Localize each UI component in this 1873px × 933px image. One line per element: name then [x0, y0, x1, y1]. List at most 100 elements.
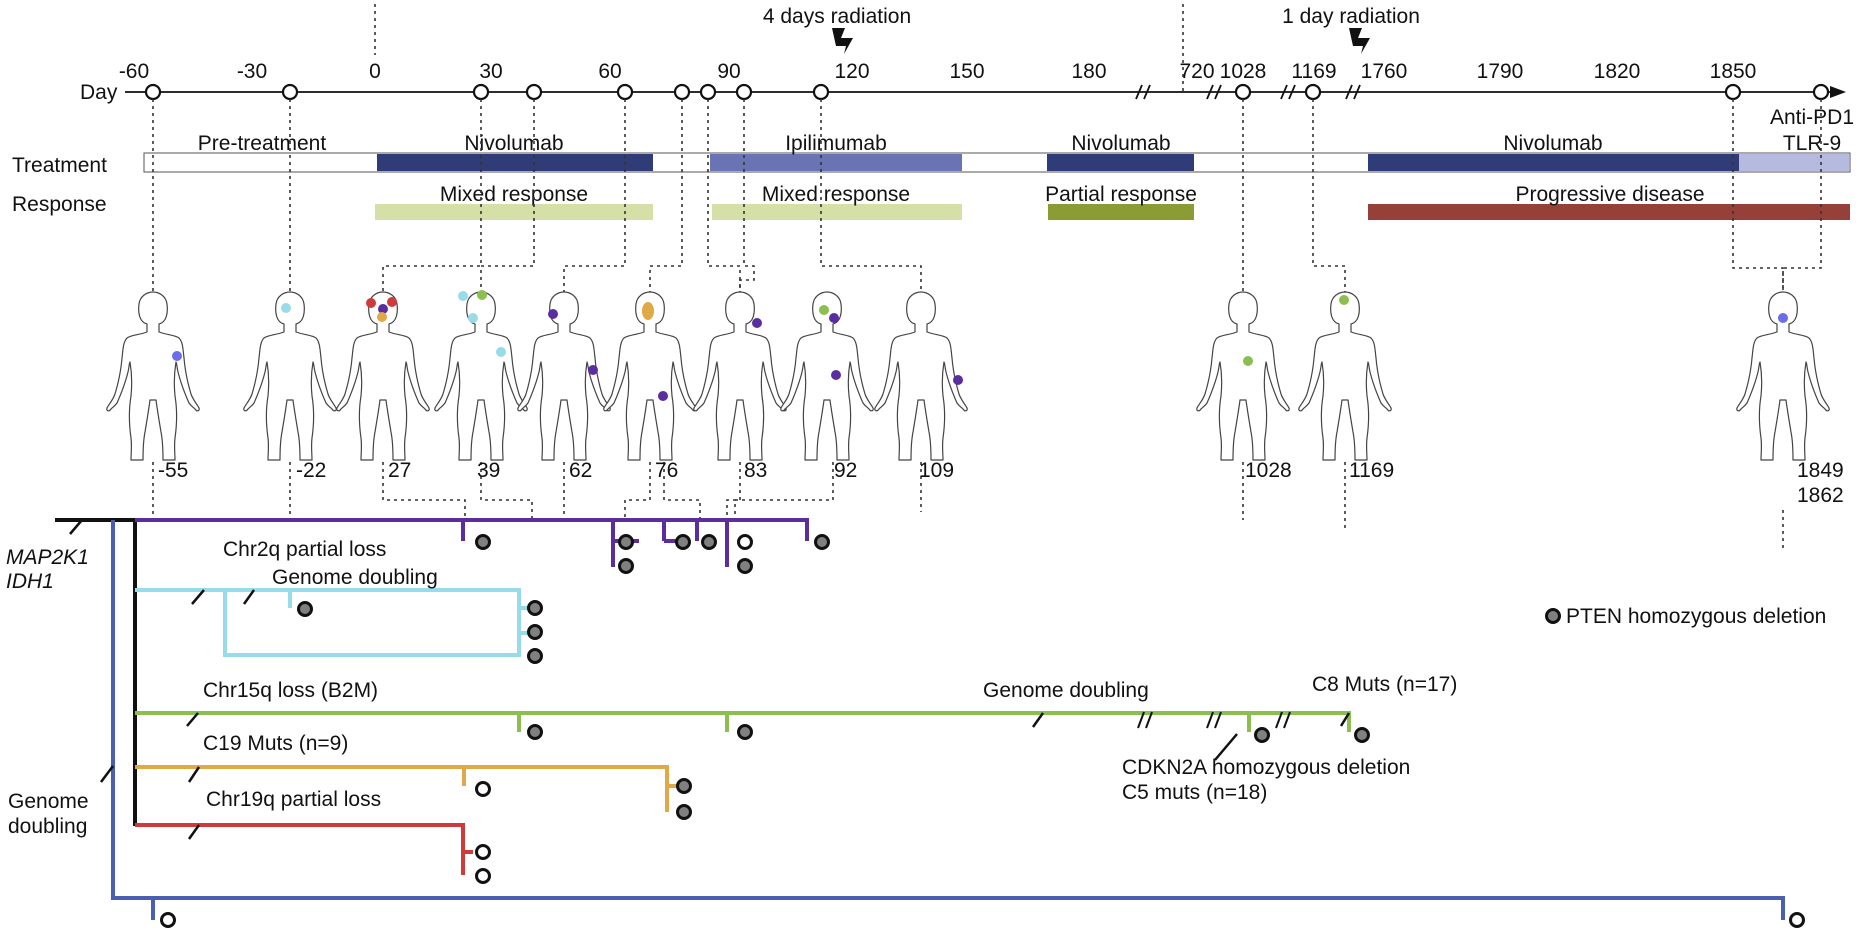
event-label: doubling — [8, 815, 87, 838]
response-label: Mixed response — [440, 183, 588, 206]
event-label: Chr19q partial loss — [206, 788, 381, 811]
body-day-label: -55 — [158, 459, 188, 482]
tick-label: 1820 — [1594, 60, 1641, 83]
treatment-bar — [377, 154, 653, 171]
body-day-label: 27 — [388, 459, 411, 482]
radiation-label: 1 day radiation — [1282, 5, 1420, 28]
body-figure — [780, 291, 874, 461]
event-label: Chr2q partial loss — [223, 538, 386, 561]
treatment-label: Nivolumab — [1503, 132, 1602, 155]
tick-label: 150 — [949, 60, 984, 83]
axis-breaks — [1135, 84, 1361, 100]
day-zero-markers — [374, 4, 1184, 92]
treatment-label: Nivolumab — [1071, 132, 1170, 155]
response-bar — [712, 204, 962, 220]
event-label: Genome doubling — [983, 679, 1149, 702]
event-label: C8 Muts (n=17) — [1312, 673, 1457, 696]
day-axis-arrow — [1830, 86, 1846, 98]
tick-label: 120 — [834, 60, 869, 83]
response-label: Progressive disease — [1515, 183, 1704, 206]
body-figures — [106, 291, 1830, 461]
body-day-label: 1028 — [1245, 459, 1292, 482]
tick-label: 90 — [717, 60, 740, 83]
red-branch — [135, 823, 473, 875]
tick-label: 1028 — [1220, 60, 1267, 83]
treatment-bar — [1739, 154, 1849, 171]
lightning-icon — [832, 28, 853, 54]
tumor-sites — [172, 290, 1788, 401]
phylogenetic-tree — [55, 518, 1785, 920]
body-day-label: 76 — [655, 459, 678, 482]
leaf-markers — [160, 534, 1805, 928]
treatment-label: TLR-9 — [1783, 132, 1841, 155]
response-bar — [1048, 204, 1194, 220]
event-label: C19 Muts (n=9) — [203, 732, 348, 755]
body-figure — [1196, 291, 1290, 461]
response-bar — [375, 204, 653, 220]
tree-labels: MAP2K1 IDH1 Chr2q partial loss Genome do… — [6, 538, 1457, 838]
body-day-label: 1849 — [1797, 459, 1844, 482]
tick-label: -60 — [119, 60, 149, 83]
tick-label: 1760 — [1361, 60, 1408, 83]
sample-circles — [144, 83, 1830, 101]
purple-branch — [135, 518, 809, 567]
pten-marker-icon — [1545, 608, 1561, 624]
event-label: Genome — [8, 790, 89, 813]
treatment-label: Pre-treatment — [198, 132, 327, 155]
tick-label: 30 — [479, 60, 502, 83]
tree-trunk — [55, 518, 137, 826]
body-day-label: 39 — [477, 459, 500, 482]
body-day-label: 1862 — [1797, 484, 1844, 507]
body-day-label: -22 — [296, 459, 326, 482]
body-figure — [1298, 291, 1392, 461]
legend-label: PTEN homozygous deletion — [1566, 605, 1826, 628]
response-label: Partial response — [1045, 183, 1197, 206]
tick-label: 1850 — [1710, 60, 1757, 83]
legend: PTEN homozygous deletion — [1545, 605, 1826, 628]
event-label: Genome doubling — [272, 566, 438, 589]
treatment-row: Treatment Pre-treatment Nivolumab Ipilim… — [12, 106, 1854, 177]
response-bar — [1368, 204, 1850, 220]
treatment-label: Ipilimumab — [785, 132, 887, 155]
tree-connectors — [152, 462, 1784, 550]
body-day-label: 109 — [919, 459, 954, 482]
trunk-tick — [69, 519, 83, 535]
tick-label: 720 — [1179, 60, 1214, 83]
body-day-label: 62 — [569, 459, 592, 482]
day-tick-labels: -60 -30 0 30 60 90 120 150 180 720 1028 … — [119, 60, 1757, 83]
treatment-row-label: Treatment — [12, 154, 107, 177]
body-figure — [243, 291, 337, 461]
treatment-bar — [1368, 154, 1739, 171]
lightning-icon — [1349, 28, 1370, 54]
response-row: Response Mixed response Mixed response P… — [12, 183, 1850, 220]
radiation-annotations: 4 days radiation 1 day radiation — [763, 5, 1420, 54]
body-day-labels: -55 -22 27 39 62 76 83 92 109 1028 1169 … — [158, 459, 1844, 507]
event-label: Chr15q loss (B2M) — [203, 679, 378, 702]
body-figure — [434, 291, 528, 461]
tick-label: 0 — [369, 60, 381, 83]
body-figure — [874, 291, 968, 461]
body-day-label: 92 — [834, 459, 857, 482]
treatment-label: Anti-PD1 — [1770, 106, 1854, 129]
event-label: C5 muts (n=18) — [1122, 781, 1267, 804]
treatment-bar — [1047, 154, 1194, 171]
radiation-label: 4 days radiation — [763, 5, 911, 28]
sample-connectors — [152, 99, 1822, 292]
body-figure — [693, 291, 787, 461]
event-label: CDKN2A homozygous deletion — [1122, 756, 1410, 779]
tick-label: 60 — [598, 60, 621, 83]
response-row-label: Response — [12, 193, 107, 216]
body-day-label: 1169 — [1349, 459, 1394, 482]
blue-branch — [111, 520, 1785, 920]
body-day-label: 83 — [744, 459, 767, 482]
cyan-branch — [135, 588, 529, 657]
root-mutation-label: IDH1 — [6, 570, 54, 593]
body-figure — [517, 291, 611, 461]
treatment-bar — [710, 154, 962, 171]
timeline: Day -60 -30 0 30 60 90 120 150 180 720 1… — [80, 4, 1846, 104]
day-axis-label: Day — [80, 81, 118, 104]
tick-label: -30 — [237, 60, 267, 83]
treatment-label: Nivolumab — [464, 132, 563, 155]
body-figure — [106, 291, 200, 461]
